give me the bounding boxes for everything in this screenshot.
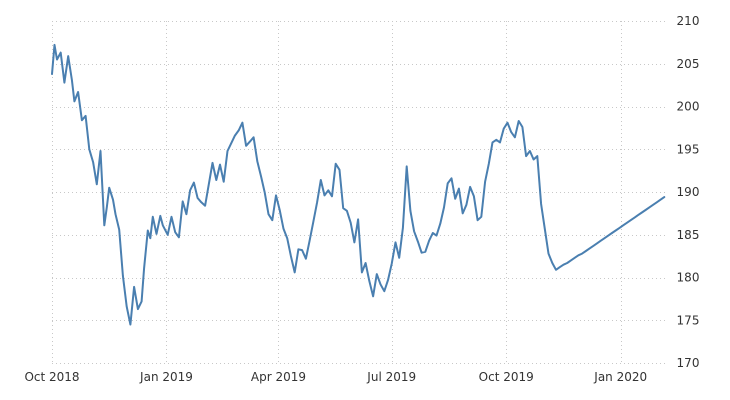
y-tick-label: 175	[677, 313, 700, 327]
x-tick-label: Jul 2019	[366, 370, 416, 384]
x-axis-ticks: Oct 2018 Jan 2019 Apr 2019 Jul 2019 Oct 2019…	[24, 370, 647, 384]
y-tick-label: 170	[677, 356, 700, 370]
y-tick-label: 185	[677, 228, 700, 242]
series-layer	[51, 43, 666, 326]
x-tick-label: Jan 2019	[139, 370, 193, 384]
x-tick-label: Jan 2020	[593, 370, 647, 384]
y-axis-ticks: 170 175 180 185 190 195 200 205 210	[677, 14, 700, 370]
y-tick-label: 180	[677, 271, 700, 285]
y-tick-label: 210	[677, 14, 700, 28]
x-tick-label: Apr 2019	[251, 370, 306, 384]
x-tick-label: Oct 2019	[479, 370, 534, 384]
grid-lines	[52, 21, 668, 364]
x-tick-label: Oct 2018	[24, 370, 79, 384]
y-tick-label: 205	[677, 57, 700, 71]
y-tick-label: 195	[677, 142, 700, 156]
series-line	[51, 43, 666, 326]
y-tick-label: 200	[677, 100, 700, 114]
y-tick-label: 190	[677, 185, 700, 199]
